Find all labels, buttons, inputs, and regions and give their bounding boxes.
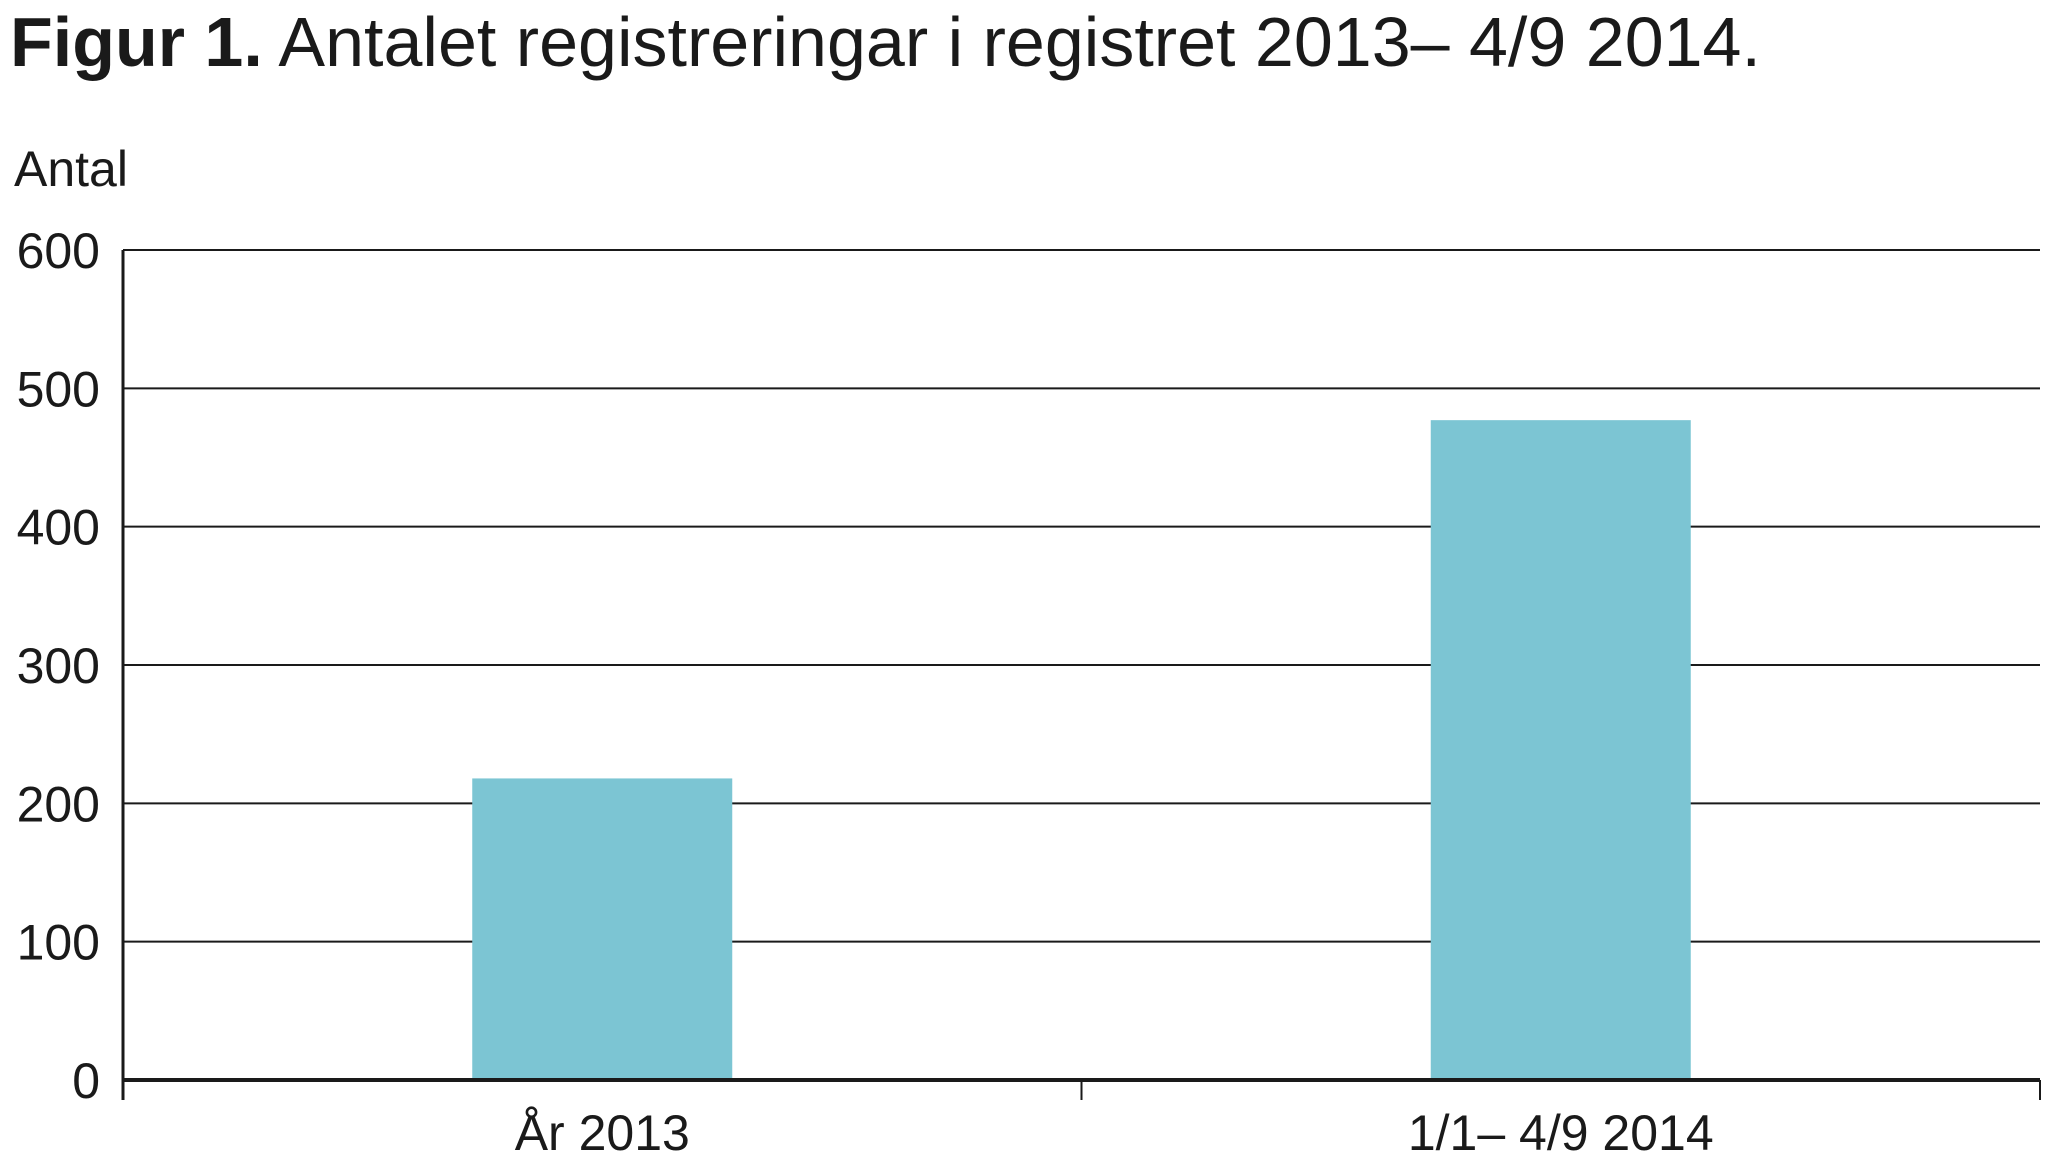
y-tick-label: 300 bbox=[17, 638, 100, 694]
y-tick-label: 600 bbox=[17, 223, 100, 279]
chart-title: Figur 1. Antalet registreringar i regist… bbox=[10, 2, 1761, 82]
y-tick-label: 0 bbox=[72, 1053, 100, 1109]
chart-title-text: Antalet registreringar i registret 2013–… bbox=[278, 3, 1761, 81]
y-tick-label: 400 bbox=[17, 500, 100, 556]
bars bbox=[472, 420, 1691, 1080]
x-tick-label: 1/1– 4/9 2014 bbox=[1408, 1105, 1714, 1154]
x-tick-label: År 2013 bbox=[515, 1105, 690, 1154]
y-tick-label: 500 bbox=[17, 361, 100, 417]
y-tick-label: 200 bbox=[17, 776, 100, 832]
figure-label: Figur 1. bbox=[10, 3, 263, 81]
bar bbox=[472, 778, 733, 1080]
axes bbox=[121, 250, 2041, 1100]
bar bbox=[1430, 420, 1691, 1080]
gridlines bbox=[123, 249, 2040, 943]
x-tick-labels: År 2013 1/1– 4/9 2014 bbox=[515, 1105, 1714, 1154]
y-tick-labels: 0 100 200 300 400 500 600 bbox=[17, 223, 100, 1109]
y-axis-label: Antal bbox=[14, 141, 128, 197]
y-tick-label: 100 bbox=[17, 915, 100, 971]
